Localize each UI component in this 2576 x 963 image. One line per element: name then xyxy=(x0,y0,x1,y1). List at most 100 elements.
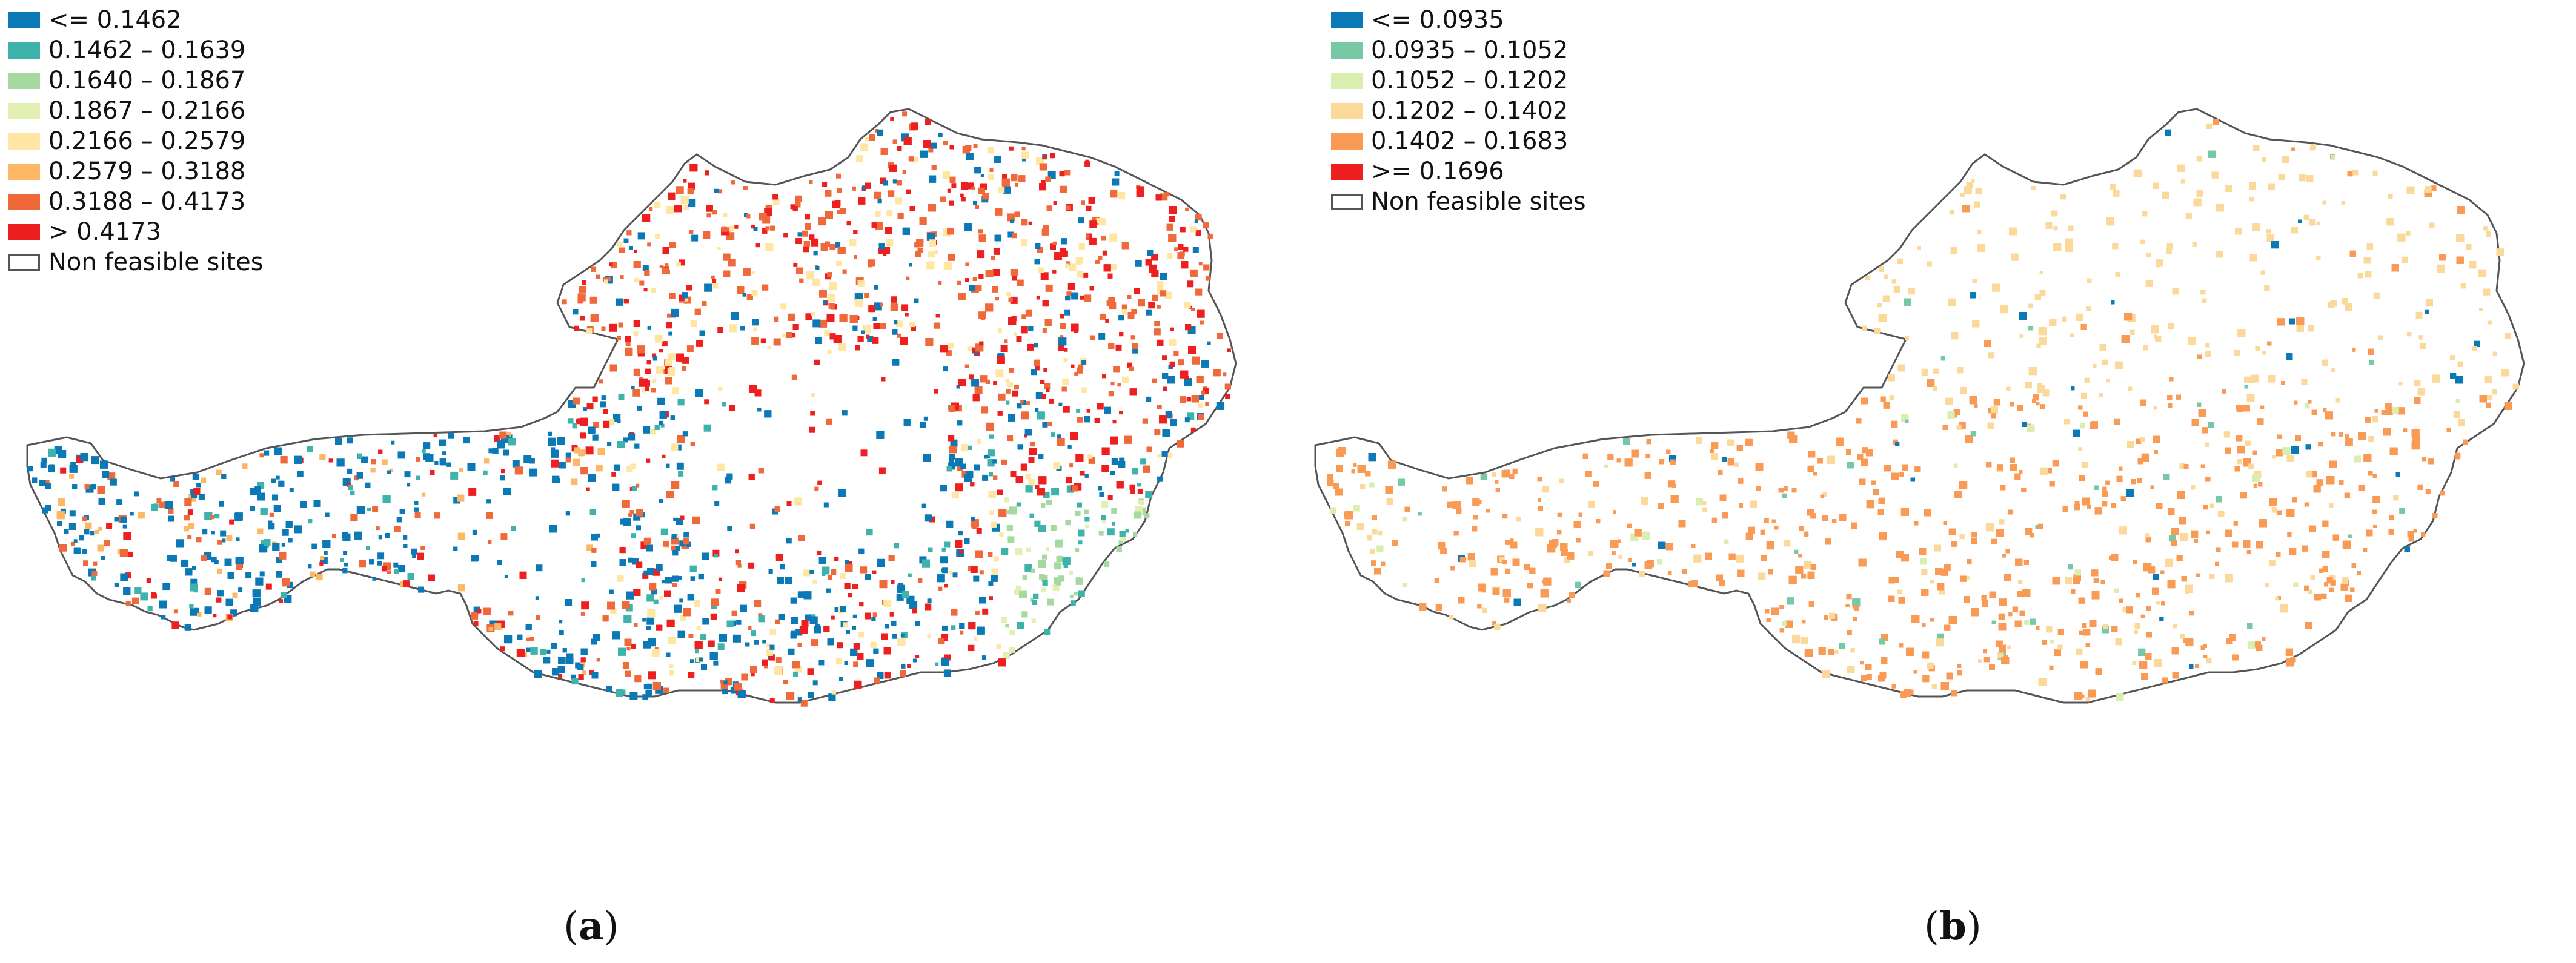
raster-cell xyxy=(974,464,980,471)
raster-cell xyxy=(1075,257,1083,264)
raster-cell xyxy=(957,420,963,426)
raster-cell xyxy=(1129,366,1134,371)
raster-cell xyxy=(985,379,990,384)
raster-cell xyxy=(823,502,829,508)
raster-cell xyxy=(1070,432,1078,440)
raster-cell xyxy=(958,550,963,554)
raster-cell xyxy=(311,543,317,549)
raster-cell xyxy=(1101,447,1110,455)
raster-cell xyxy=(762,284,769,291)
raster-cell xyxy=(855,299,863,307)
raster-cell xyxy=(1017,444,1023,450)
raster-cell xyxy=(281,543,285,547)
raster-cell xyxy=(1064,309,1071,316)
raster-cell xyxy=(979,597,986,604)
raster-cell xyxy=(350,514,358,521)
raster-cell xyxy=(216,597,222,603)
raster-cell xyxy=(377,561,382,566)
raster-cell xyxy=(988,449,995,457)
raster-cell xyxy=(719,634,727,642)
raster-cell xyxy=(90,531,95,536)
raster-cell xyxy=(597,448,605,455)
raster-cell xyxy=(578,449,585,457)
raster-cell xyxy=(1149,264,1157,273)
raster-cell xyxy=(552,475,560,483)
raster-cell xyxy=(1098,531,1104,536)
raster-cell xyxy=(1184,378,1192,386)
raster-cell xyxy=(1016,336,1022,342)
raster-cell xyxy=(803,569,811,577)
raster-cell xyxy=(886,239,894,247)
raster-cell xyxy=(1041,575,1048,582)
raster-cell xyxy=(1160,290,1167,297)
raster-cell xyxy=(230,609,237,617)
raster-cell xyxy=(981,406,988,414)
raster-cell xyxy=(1131,309,1137,315)
raster-cell xyxy=(642,618,646,622)
raster-cell xyxy=(938,638,945,644)
raster-cell xyxy=(1074,592,1078,596)
raster-cell xyxy=(857,280,865,287)
raster-cell xyxy=(911,326,916,331)
raster-cell xyxy=(1008,297,1013,302)
raster-cell xyxy=(414,512,421,518)
raster-cell xyxy=(548,431,552,436)
raster-cell xyxy=(434,512,440,519)
raster-cell xyxy=(551,449,559,458)
raster-cell xyxy=(972,347,978,354)
raster-cell xyxy=(501,469,505,474)
raster-cell xyxy=(214,560,219,564)
raster-cell xyxy=(529,468,537,477)
raster-cell xyxy=(1118,192,1126,200)
raster-cell xyxy=(1014,211,1020,217)
raster-cell xyxy=(58,498,65,506)
raster-cell xyxy=(372,577,376,581)
raster-cell xyxy=(839,208,846,214)
raster-cell xyxy=(1078,364,1084,369)
raster-cell xyxy=(884,672,891,679)
raster-cell xyxy=(1181,261,1189,269)
raster-cell xyxy=(928,547,933,552)
raster-cell xyxy=(916,239,924,247)
raster-cell xyxy=(1195,214,1202,221)
raster-cell xyxy=(725,477,732,484)
raster-cell xyxy=(101,556,105,560)
raster-cell xyxy=(1121,309,1127,315)
raster-cell xyxy=(665,269,670,274)
raster-cell xyxy=(1005,379,1010,384)
raster-cell xyxy=(1067,445,1072,449)
raster-cell xyxy=(1146,309,1152,316)
raster-cell xyxy=(652,356,657,361)
raster-cell xyxy=(319,454,326,460)
raster-cell xyxy=(1146,396,1152,402)
raster-cell xyxy=(1021,147,1026,151)
raster-cell xyxy=(656,564,663,571)
raster-cell xyxy=(809,234,815,240)
raster-cell xyxy=(805,614,811,621)
raster-cell xyxy=(877,129,883,136)
raster-cell xyxy=(795,666,802,673)
raster-cell xyxy=(837,247,846,254)
raster-cell xyxy=(656,624,663,631)
raster-cell xyxy=(680,196,689,204)
raster-cell xyxy=(450,471,459,480)
raster-cell xyxy=(245,572,252,578)
raster-cell xyxy=(718,189,723,194)
raster-cell xyxy=(1050,243,1056,250)
raster-cell xyxy=(988,581,994,586)
raster-cell xyxy=(797,643,802,647)
raster-cell xyxy=(734,683,742,691)
raster-cell xyxy=(826,588,831,593)
raster-cell xyxy=(526,647,531,652)
raster-cell xyxy=(688,199,696,207)
raster-cell xyxy=(1026,547,1032,552)
raster-cell xyxy=(580,467,588,475)
raster-cell xyxy=(82,549,87,554)
raster-cell xyxy=(1052,270,1057,274)
raster-cell xyxy=(651,388,656,393)
raster-cell xyxy=(806,271,814,280)
raster-cell xyxy=(1121,242,1129,250)
raster-cell xyxy=(272,494,278,501)
raster-cell xyxy=(609,323,617,332)
raster-cell xyxy=(852,186,856,191)
